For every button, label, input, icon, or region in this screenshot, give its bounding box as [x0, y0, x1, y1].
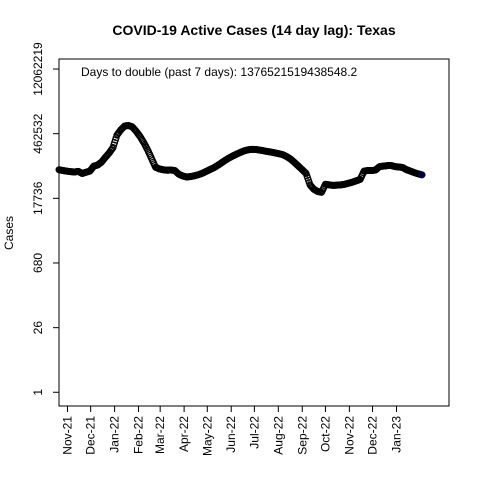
x-tick-label: Nov-22 — [342, 416, 356, 455]
data-points — [55, 121, 426, 196]
plot-area-frame — [58, 58, 450, 407]
y-tick-label: 462532 — [31, 113, 45, 153]
x-tick-label: Oct-22 — [318, 416, 332, 452]
y-tick-label: 17736 — [31, 181, 45, 215]
y-axis: 1 26 680 17736 462532 12062219 — [31, 42, 60, 396]
data-point — [108, 145, 116, 153]
y-tick-label: 12062219 — [31, 42, 45, 96]
y-tick-label: 1 — [31, 389, 45, 396]
x-axis: Nov-21 Dec-21 Jan-22 Feb-22 Mar-22 Apr-22 May-… — [60, 405, 403, 456]
y-tick-label: 26 — [31, 321, 45, 335]
x-tick-label: Mar-22 — [153, 416, 167, 454]
x-tick-label: May-22 — [200, 416, 214, 456]
x-tick-label: Jul-22 — [247, 416, 261, 449]
x-tick-label: Dec-21 — [84, 416, 98, 455]
days-to-double-annotation: Days to double (past 7 days): 1376521519… — [81, 65, 358, 79]
y-tick-label: 680 — [31, 253, 45, 273]
chart-title: COVID-19 Active Cases (14 day lag): Texa… — [112, 22, 395, 38]
x-tick-label: Sep-22 — [295, 416, 309, 455]
x-tick-label: Jan-23 — [389, 416, 403, 453]
x-tick-label: Aug-22 — [271, 416, 285, 455]
x-tick-label: Jan-22 — [108, 416, 122, 453]
data-point — [301, 168, 309, 176]
x-tick-label: Jun-22 — [224, 416, 238, 453]
x-tick-label: Nov-21 — [60, 416, 74, 455]
y-axis-label: Cases — [2, 216, 16, 250]
x-tick-label: Dec-22 — [366, 416, 380, 455]
latest-data-point — [418, 171, 426, 179]
x-tick-label: Apr-22 — [177, 416, 191, 452]
x-tick-label: Feb-22 — [132, 416, 146, 454]
